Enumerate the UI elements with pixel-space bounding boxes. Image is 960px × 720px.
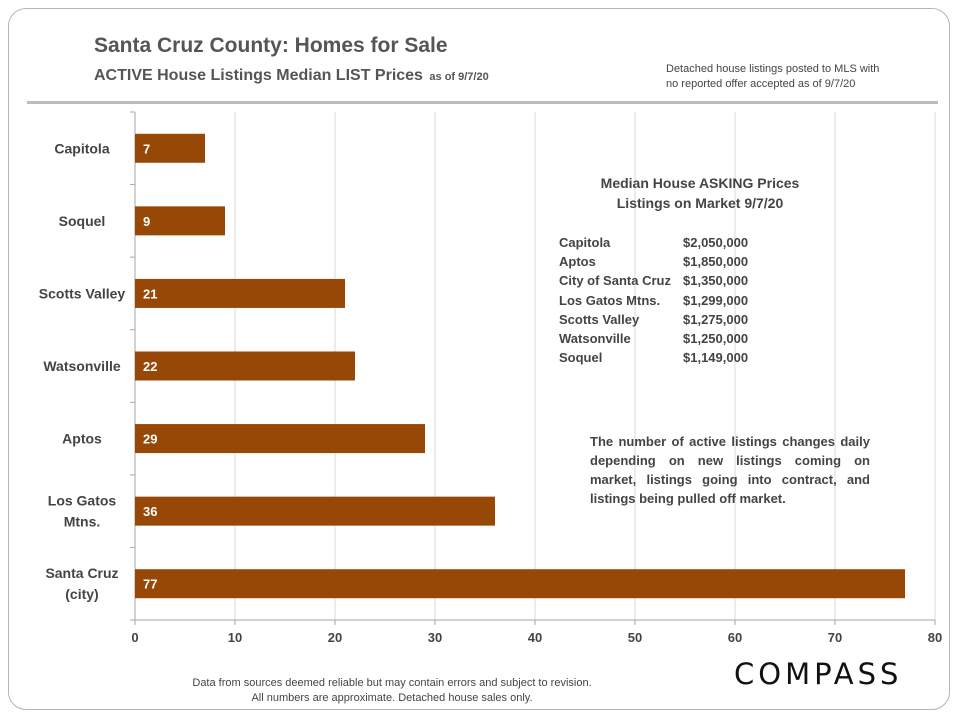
price-row-value: $1,350,000 bbox=[683, 273, 749, 289]
data-label: 77 bbox=[143, 577, 157, 592]
data-label: 21 bbox=[143, 286, 157, 301]
x-tick-label: 0 bbox=[131, 630, 138, 645]
price-row-area: Aptos bbox=[559, 254, 596, 270]
listing-definition-note: Detached house listings posted to MLS wi… bbox=[666, 63, 880, 90]
x-tick-label: 60 bbox=[728, 630, 742, 645]
price-row: Soquel $1,149,000 bbox=[559, 348, 748, 367]
y-category-label: Soquel bbox=[59, 213, 106, 229]
data-label: 22 bbox=[143, 359, 157, 374]
price-row: Scotts Valley $1,275,000 bbox=[559, 310, 748, 329]
x-tick-label: 30 bbox=[428, 630, 442, 645]
y-category-label: Watsonville bbox=[43, 358, 120, 374]
bar-soquel bbox=[135, 206, 225, 236]
listings-note: The number of active listings changes da… bbox=[590, 434, 870, 506]
data-label: 7 bbox=[143, 141, 150, 156]
price-row-value: $1,850,000 bbox=[683, 254, 749, 270]
price-row-value: $1,149,000 bbox=[683, 350, 749, 366]
subtitle-date: as of 9/7/20 bbox=[429, 71, 489, 83]
data-label: 9 bbox=[143, 214, 150, 229]
price-table-title-line1: Median House ASKING Prices bbox=[600, 175, 800, 191]
price-row-value: $1,299,000 bbox=[683, 292, 749, 308]
footer-line-1: Data from sources deemed reliable but ma… bbox=[192, 677, 592, 689]
bar-los-gatos-mtns bbox=[135, 496, 495, 526]
price-row-value: $2,050,000 bbox=[683, 235, 749, 250]
y-category-label: Los Gatos bbox=[48, 493, 117, 509]
x-tick-label: 40 bbox=[528, 630, 542, 645]
compass-logo: COMPASS bbox=[734, 657, 903, 691]
footer-disclaimer: Data from sources deemed reliable but ma… bbox=[142, 676, 642, 706]
footer-line-2: All numbers are approximate. Detached ho… bbox=[251, 692, 533, 704]
slide-frame bbox=[8, 8, 950, 710]
x-tick-label: 10 bbox=[228, 630, 242, 645]
x-tick-label: 20 bbox=[328, 630, 342, 645]
y-category-label: Scotts Valley bbox=[39, 285, 126, 301]
data-label: 36 bbox=[143, 504, 157, 519]
x-tick-label: 70 bbox=[828, 630, 842, 645]
price-row-area: Los Gatos Mtns. bbox=[559, 292, 661, 308]
page-subtitle: ACTIVE House Listings Median LIST Prices… bbox=[94, 67, 489, 85]
price-row-area: Soquel bbox=[559, 350, 603, 366]
subtitle-main: ACTIVE House Listings Median LIST Prices bbox=[94, 67, 423, 84]
y-category-label: Aptos bbox=[62, 431, 102, 447]
y-category-label: Santa Cruz bbox=[45, 565, 118, 581]
price-row: Aptos $1,850,000 bbox=[559, 252, 748, 271]
page-title: Santa Cruz County: Homes for Sale bbox=[94, 34, 448, 57]
price-row: City of Santa Cruz $1,350,000 bbox=[559, 271, 748, 290]
y-category-label: (city) bbox=[65, 586, 98, 602]
median-price-table: Capitola $2,050,000 Aptos $1,850,000 City of… bbox=[559, 233, 748, 367]
y-category-label: Mtns. bbox=[64, 514, 101, 530]
price-row-area: Scotts Valley bbox=[559, 311, 640, 327]
price-row: Watsonville $1,250,000 bbox=[559, 329, 748, 348]
y-category-label: Capitola bbox=[54, 140, 109, 156]
price-row-value: $1,250,000 bbox=[683, 331, 749, 347]
price-row-area: City of Santa Cruz bbox=[559, 273, 671, 289]
x-tick-label: 80 bbox=[928, 630, 942, 645]
header-divider bbox=[27, 101, 938, 104]
price-row-area: Watsonville bbox=[559, 331, 631, 347]
bar-scotts-valley bbox=[135, 278, 345, 308]
x-tick-label: 50 bbox=[628, 630, 642, 645]
bar-santa-cruz-city bbox=[135, 569, 905, 599]
bar-watsonville bbox=[135, 351, 355, 381]
price-row-area: Capitola bbox=[559, 235, 611, 250]
price-table-title-line2: Listings on Market 9/7/20 bbox=[616, 195, 784, 211]
price-row: Capitola $2,050,000 bbox=[559, 233, 748, 252]
price-row-value: $1,275,000 bbox=[683, 311, 749, 327]
price-row: Los Gatos Mtns. $1,299,000 bbox=[559, 291, 748, 310]
price-table-title: Median House ASKING Prices Listings on M… bbox=[560, 173, 840, 213]
bar-aptos bbox=[135, 424, 425, 454]
data-label: 29 bbox=[143, 432, 157, 447]
bar-capitola bbox=[135, 133, 205, 163]
